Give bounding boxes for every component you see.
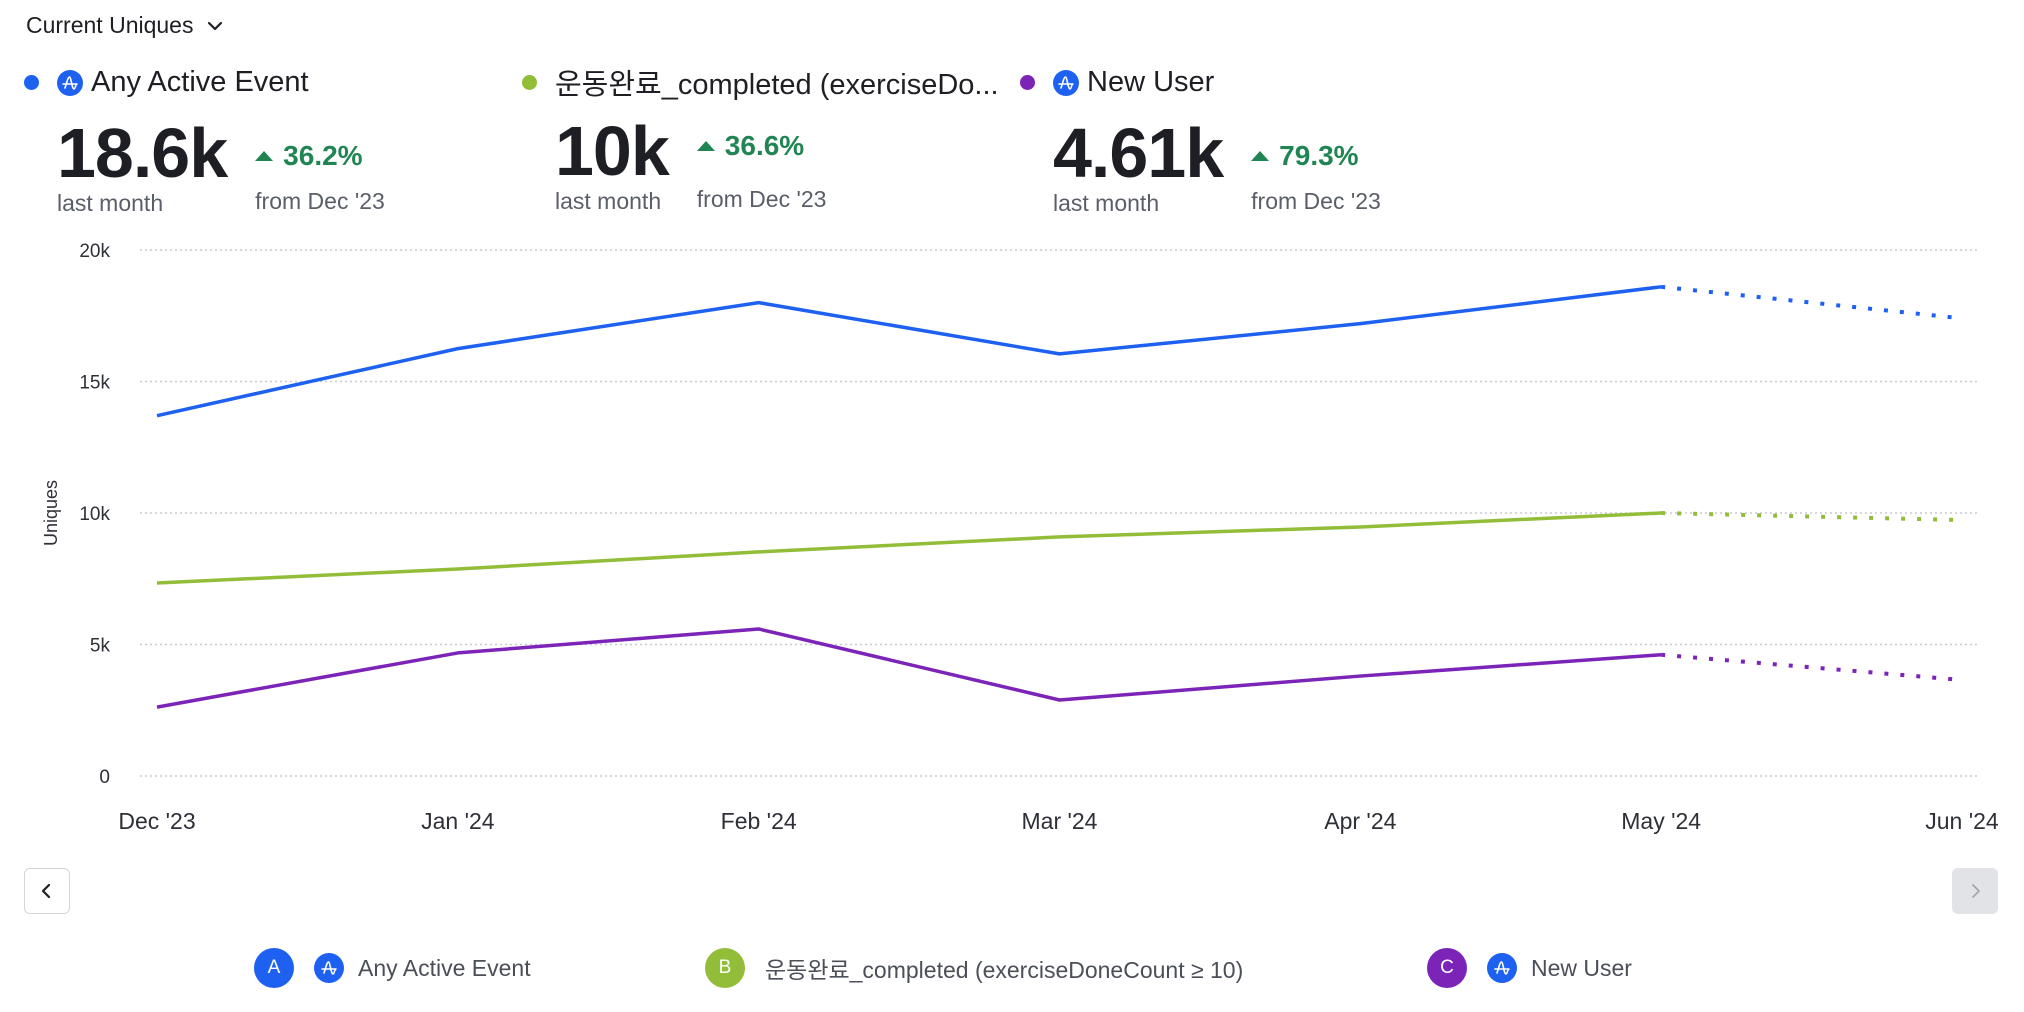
series-line[interactable]	[156, 511, 1662, 585]
data-point[interactable]	[1352, 519, 1368, 535]
metric-value: 4.61k	[1053, 114, 1224, 192]
metric-selector-dropdown[interactable]: Current Uniques	[26, 12, 225, 39]
data-point[interactable]	[1052, 692, 1068, 708]
metric-delta-reference: from Dec '23	[255, 188, 385, 214]
legend-item-c[interactable]: C New User	[1427, 948, 1632, 988]
series-line[interactable]	[156, 285, 1662, 418]
series-color-dot	[1020, 75, 1035, 90]
y-tick-label: 5k	[90, 636, 111, 657]
y-tick-label: 20k	[79, 241, 110, 262]
metric-delta: 79.3%	[1279, 140, 1359, 171]
arrow-up-icon	[1251, 151, 1270, 161]
metric-delta: 36.2%	[283, 140, 363, 171]
metric-delta-reference: from Dec '23	[1251, 188, 1381, 214]
metric-period: last month	[57, 190, 164, 216]
series-badge: A	[254, 948, 294, 988]
series-line-incomplete[interactable]	[1660, 284, 1963, 321]
data-point[interactable]	[1052, 346, 1068, 362]
metric-delta-reference: from Dec '23	[696, 186, 827, 212]
data-point[interactable]	[1954, 310, 1970, 326]
metric-card-b: 운동완료_completed (exerciseDo... 10k last m…	[522, 61, 999, 215]
metric-period: last month	[555, 188, 662, 214]
data-point[interactable]	[1352, 316, 1368, 332]
data-point[interactable]	[149, 575, 165, 591]
chevron-left-icon	[41, 883, 51, 899]
amplitude-icon	[1053, 69, 1079, 96]
metric-selector-label: Current Uniques	[26, 12, 194, 38]
legend-label: 운동완료_completed (exerciseDoneCount ≥ 10)	[765, 957, 1244, 983]
data-point[interactable]	[1653, 279, 1669, 295]
y-axis-label: Uniques	[41, 480, 61, 546]
metric-card-a: Any Active Event 18.6k last month 36.2% …	[24, 66, 385, 217]
data-point[interactable]	[1052, 529, 1068, 545]
metric-value: 10k	[555, 112, 670, 190]
amplitude-icon	[1487, 953, 1517, 983]
y-tick-label: 15k	[79, 373, 110, 394]
series-line-incomplete[interactable]	[1661, 511, 1963, 523]
x-tick-label: Dec '23	[118, 808, 195, 834]
legend-label: Any Active Event	[358, 954, 531, 981]
legend-label: New User	[1531, 954, 1632, 981]
data-point[interactable]	[751, 544, 767, 560]
next-button[interactable]	[1952, 868, 1998, 914]
amplitude-icon	[57, 69, 83, 96]
metric-title: Any Active Event	[91, 66, 309, 98]
series-badge: B	[705, 948, 745, 988]
series-line-incomplete[interactable]	[1660, 652, 1963, 682]
amplitude-icon	[314, 953, 344, 983]
series-color-dot	[522, 74, 537, 90]
x-tick-label: May '24	[1621, 808, 1701, 834]
x-tick-label: Apr '24	[1324, 808, 1396, 834]
y-tick-label: 10k	[79, 504, 110, 525]
chevron-down-icon	[208, 21, 223, 30]
arrow-up-icon	[696, 141, 715, 151]
data-point[interactable]	[149, 699, 165, 715]
legend-item-a[interactable]: A Any Active Event	[254, 948, 531, 988]
series-color-dot	[24, 75, 39, 90]
legend-item-b[interactable]: B 운동완료_completed (exerciseDoneCount ≥ 10…	[705, 948, 1243, 988]
data-point[interactable]	[1352, 668, 1368, 684]
x-tick-label: Jun '24	[1925, 808, 1999, 834]
y-tick-label: 0	[99, 767, 110, 788]
series-2	[149, 505, 1970, 591]
arrow-up-icon	[255, 151, 274, 161]
series-3	[149, 621, 1970, 715]
x-tick-label: Feb '24	[721, 808, 797, 834]
series-1	[149, 279, 1970, 424]
series-line[interactable]	[156, 627, 1662, 709]
data-point[interactable]	[751, 621, 767, 637]
series-badge: C	[1427, 948, 1467, 988]
data-point[interactable]	[149, 408, 165, 424]
data-point[interactable]	[450, 645, 466, 661]
x-tick-label: Jan '24	[421, 808, 495, 834]
metric-period: last month	[1053, 190, 1160, 216]
data-point[interactable]	[751, 295, 767, 311]
data-point[interactable]	[1954, 512, 1970, 528]
metric-value: 18.6k	[57, 114, 228, 192]
chevron-right-icon	[1972, 884, 1980, 898]
data-point[interactable]	[1653, 505, 1669, 521]
metric-delta: 36.6%	[724, 130, 805, 161]
metric-card-c: New User 4.61k last month 79.3% from Dec…	[1020, 66, 1381, 217]
data-point[interactable]	[450, 561, 466, 577]
previous-button[interactable]	[24, 868, 70, 914]
metric-title: 운동완료_completed (exerciseDo...	[555, 69, 999, 101]
x-tick-label: Mar '24	[1022, 808, 1098, 834]
chart-legend: A Any Active Event B 운동완료_completed (exe…	[0, 946, 2024, 990]
data-point[interactable]	[1954, 672, 1970, 688]
metric-title: New User	[1087, 66, 1215, 98]
data-point[interactable]	[1653, 647, 1669, 663]
data-point[interactable]	[450, 341, 466, 357]
